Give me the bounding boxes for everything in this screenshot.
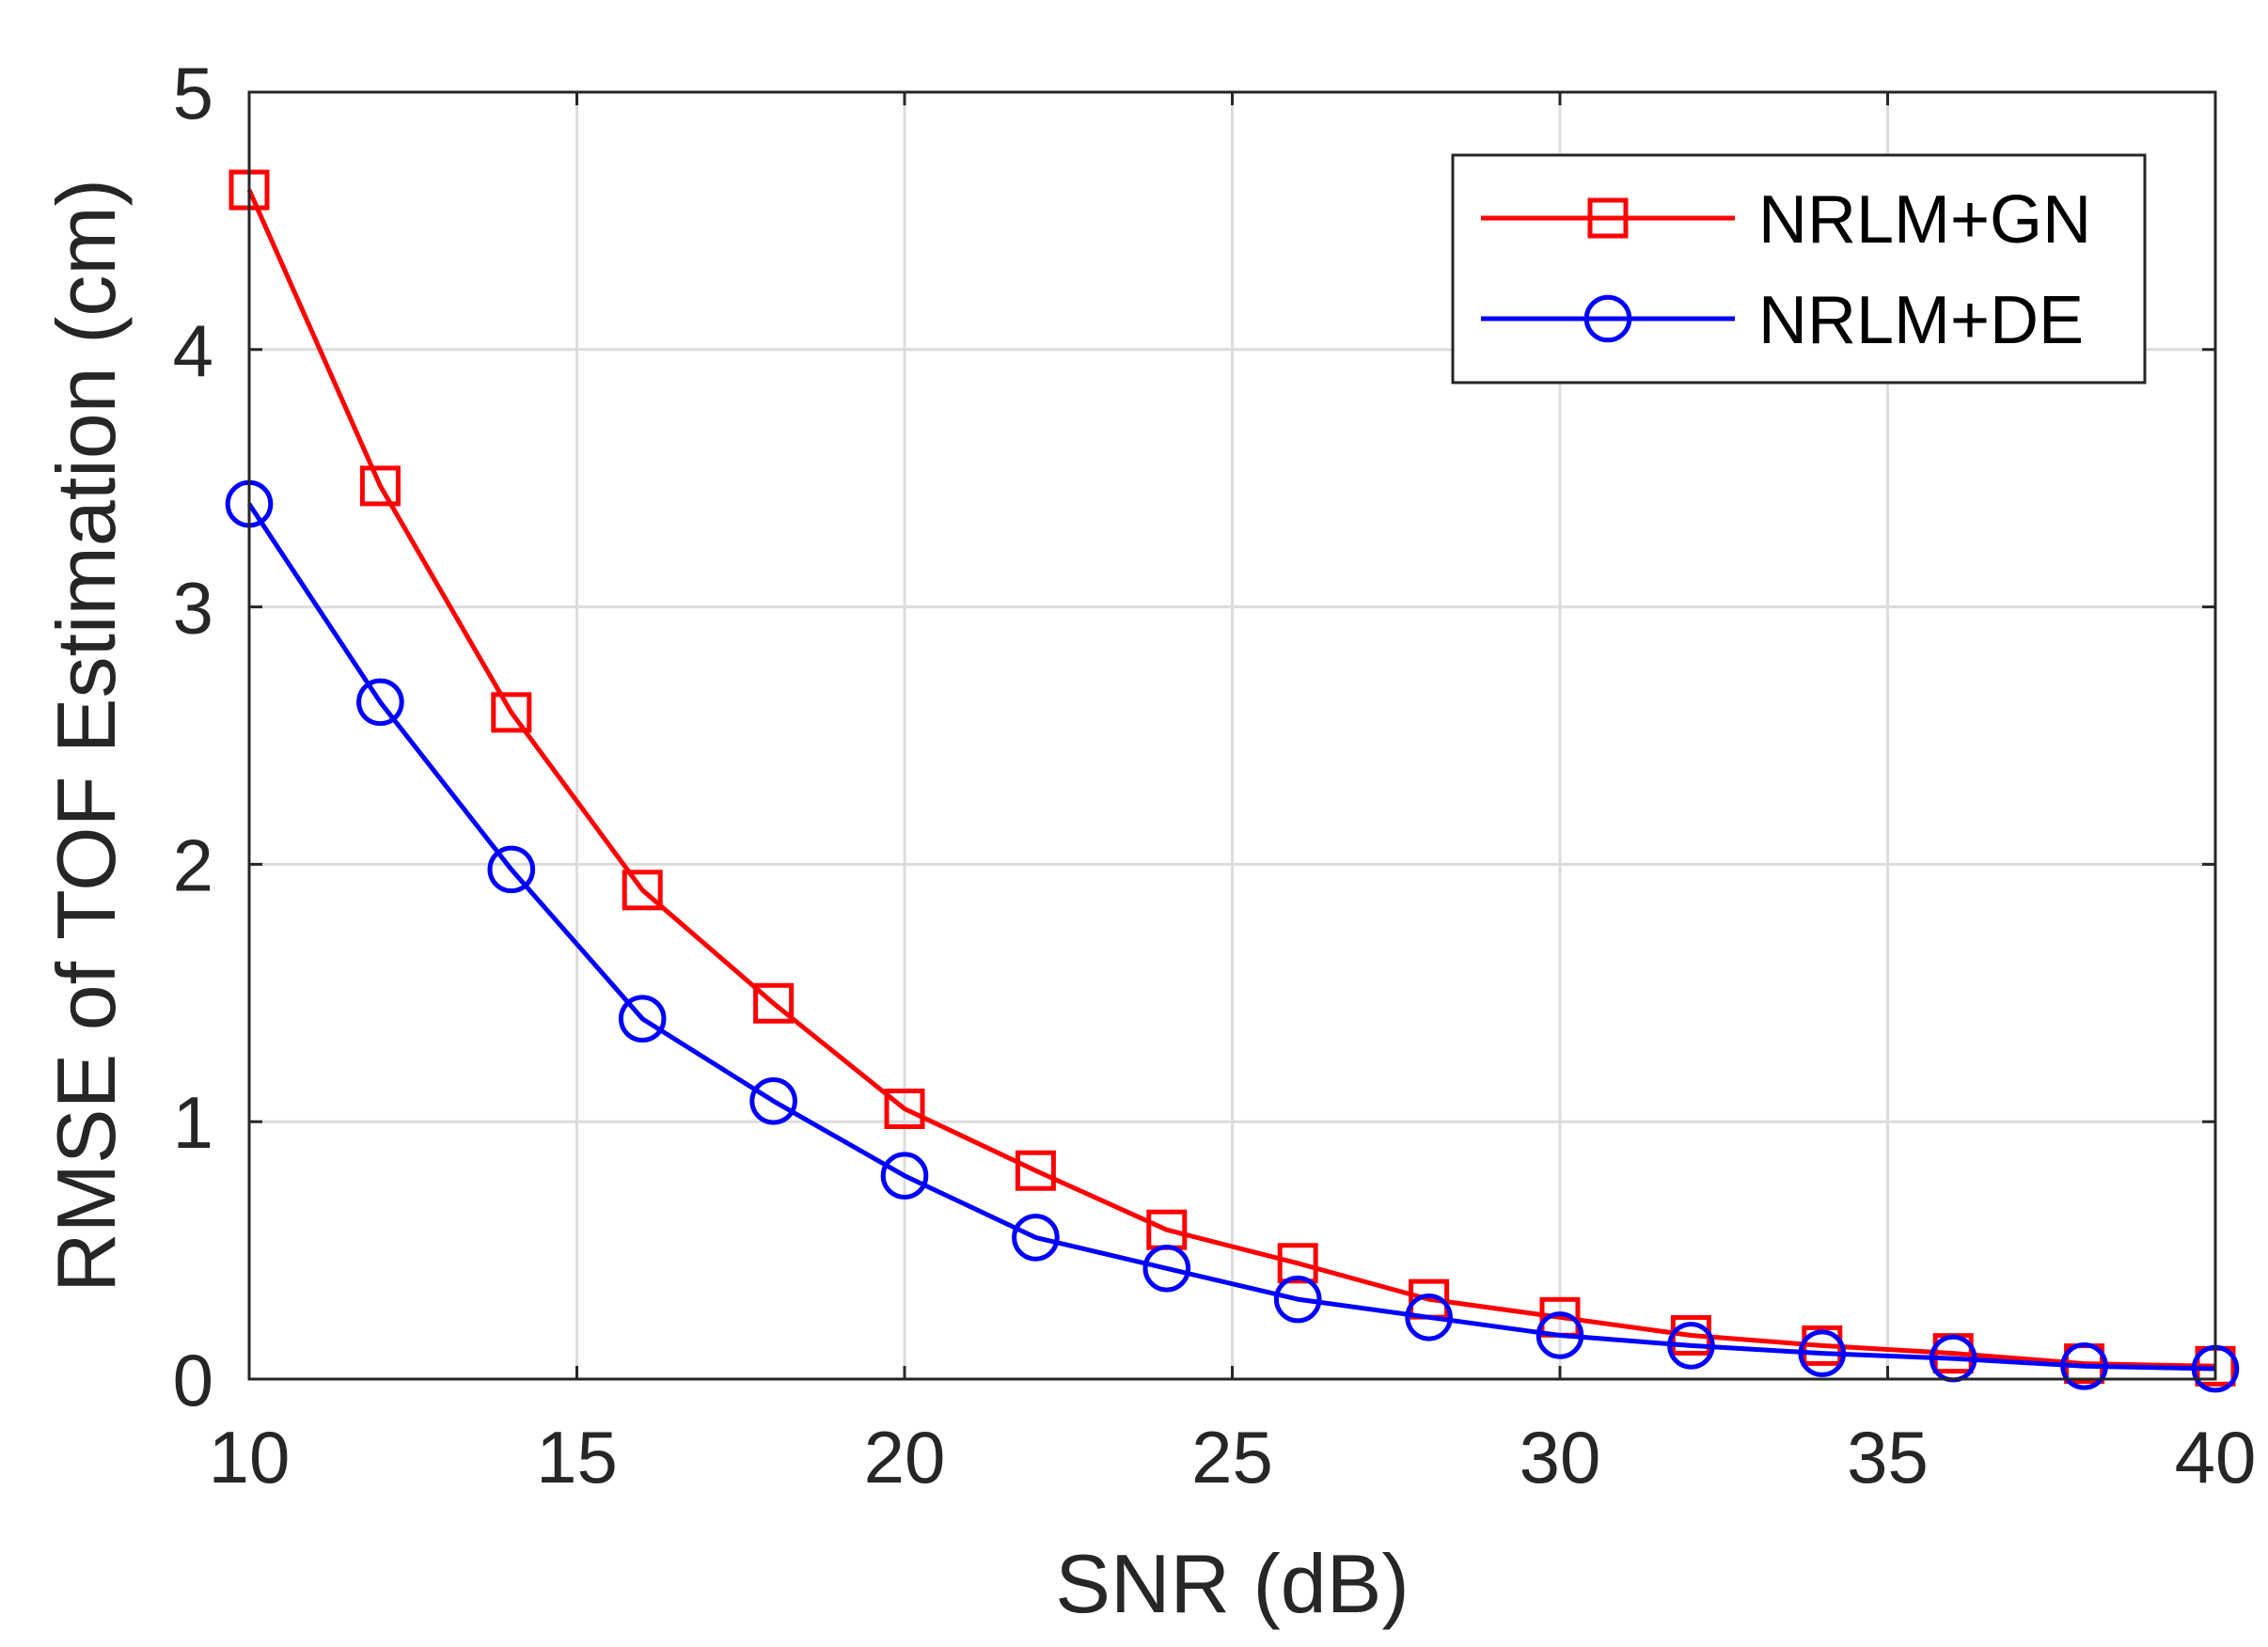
data-point: [487, 845, 536, 894]
x-tick-label: 15: [536, 1416, 618, 1498]
x-tick-label: 10: [209, 1416, 291, 1498]
data-point: [1142, 1244, 1191, 1293]
y-tick-label: 4: [173, 309, 213, 392]
data-point: [622, 870, 663, 911]
data-point: [1536, 1311, 1584, 1359]
y-tick-label: 3: [173, 567, 213, 650]
series-layer: [225, 169, 2240, 1393]
data-point: [1405, 1293, 1453, 1341]
x-tick-label: 20: [864, 1416, 946, 1498]
x-tick-label: 25: [1191, 1416, 1273, 1498]
data-point: [359, 465, 401, 507]
data-point: [356, 678, 404, 727]
data-point: [618, 995, 667, 1043]
data-point: [1015, 1150, 1056, 1191]
legend-box: [1451, 153, 2147, 384]
legend-marker: [1583, 294, 1632, 343]
series-nrlm-de: [225, 479, 2240, 1393]
tick-labels: 10 15 20 25 30 35 40 0 1 2 3 4 5: [173, 52, 2257, 1498]
plot-frame: [247, 90, 2217, 1381]
data-point: [1277, 1243, 1318, 1284]
y-tick-label: 5: [173, 52, 213, 134]
data-point: [880, 1152, 929, 1200]
data-point: [1012, 1214, 1060, 1262]
y-tick-label: 2: [173, 824, 213, 906]
data-point: [1798, 1329, 1847, 1377]
legend-marker: [1587, 197, 1629, 239]
x-tick-label: 40: [2175, 1416, 2257, 1498]
data-point: [1273, 1275, 1322, 1324]
legend-label: NRLM+GN: [1758, 182, 2091, 258]
x-axis-title: SNR (dB): [1055, 1537, 1410, 1630]
series-line: [246, 188, 2216, 1369]
legend-label: NRLM+DE: [1758, 283, 2084, 358]
x-tick-label: 30: [1520, 1416, 1601, 1498]
y-axis-title: RMSE of TOF Estimation (cm): [39, 179, 133, 1293]
data-point: [753, 982, 795, 1024]
legend-item: NRLM+GN: [1481, 182, 2091, 258]
data-point: [884, 1089, 925, 1130]
legend-item: NRLM+DE: [1481, 283, 2084, 358]
data-point: [1667, 1322, 1715, 1370]
y-tick-label: 0: [173, 1339, 213, 1421]
data-point: [2060, 1342, 2108, 1390]
data-point: [491, 692, 532, 733]
data-point: [749, 1076, 797, 1125]
series-line: [246, 502, 2216, 1372]
legend: NRLM+GN NRLM+DE: [1451, 153, 2147, 384]
x-tick-label: 35: [1847, 1416, 1929, 1498]
y-tick-label: 1: [173, 1081, 213, 1164]
